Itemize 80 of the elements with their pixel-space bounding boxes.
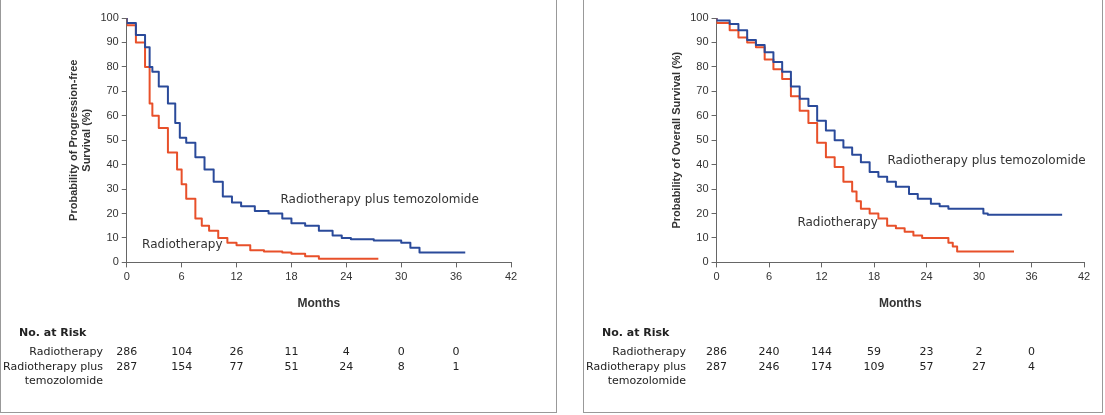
x-tick-label: 0 — [713, 270, 720, 283]
y-tick-label: 0 — [112, 255, 119, 268]
y-tick-label: 60 — [696, 108, 709, 121]
text: 0 — [452, 345, 460, 358]
y-tick-label: 80 — [106, 59, 119, 72]
x-tick-label: 12 — [815, 270, 828, 283]
y-tick-label: 100 — [690, 11, 709, 24]
y-tick-label: 40 — [696, 157, 709, 170]
text: 8 — [397, 360, 405, 373]
text: Radiotherapy plus temozolomide — [3, 360, 103, 388]
y-tick-label: 90 — [696, 35, 709, 48]
text: 77 — [229, 360, 244, 373]
y-tick-label: 50 — [696, 133, 709, 146]
text: 26 — [229, 345, 244, 358]
y-tick-label: 50 — [106, 133, 119, 146]
y-tick-label: 70 — [696, 84, 709, 97]
series-label: Radiotherapy plus temozolomide — [280, 192, 479, 207]
y-tick-label: 40 — [106, 157, 119, 170]
series-label: Radiotherapy plus temozolomide — [887, 153, 1086, 168]
y-tick-label: 30 — [696, 182, 709, 195]
text: 0 — [1028, 345, 1035, 358]
x-tick-label: 12 — [230, 270, 243, 283]
x-tick-label: 42 — [504, 270, 518, 283]
x-tick-label: 18 — [867, 270, 881, 283]
text: 286 — [116, 345, 138, 358]
y-tick-label: 60 — [106, 108, 119, 121]
text: 1 — [452, 360, 460, 373]
y-tick-label: 30 — [106, 182, 119, 195]
text: 2 — [975, 345, 983, 358]
text: 104 — [171, 345, 193, 358]
x-axis-title: Months — [878, 296, 922, 311]
text: 0 — [397, 345, 405, 358]
x-tick-label: 0 — [123, 270, 130, 283]
x-axis-title: Months — [297, 296, 341, 311]
text: 57 — [919, 360, 934, 373]
y-tick-label: 0 — [702, 255, 709, 268]
x-tick-label: 24 — [340, 270, 353, 283]
text: 286 — [706, 345, 728, 358]
y-tick-label: 10 — [696, 230, 709, 243]
text: No. at Risk — [602, 326, 670, 339]
text: No. at Risk — [19, 326, 87, 339]
text: Radiotherapy plus temozolomide — [586, 360, 686, 388]
text: 144 — [811, 345, 833, 358]
x-tick-label: 6 — [765, 270, 773, 283]
text: 174 — [811, 360, 833, 373]
y-tick-label: 10 — [106, 230, 119, 243]
text: 246 — [758, 360, 780, 373]
series-label: Radiotherapy — [142, 237, 223, 252]
x-tick-label: 30 — [972, 270, 986, 283]
y-tick-label: 20 — [106, 206, 119, 219]
text: 27 — [972, 360, 986, 373]
text: Radiotherapy — [611, 345, 686, 359]
y-axis-title: Probability of Overall Survival (%) — [669, 51, 682, 229]
text: 109 — [863, 360, 885, 373]
x-tick-label: 18 — [285, 270, 298, 283]
text: 4 — [1028, 360, 1035, 373]
y-tick-label: 100 — [100, 11, 119, 24]
y-tick-label: 70 — [106, 84, 119, 97]
x-tick-label: 6 — [178, 270, 185, 283]
text: 59 — [867, 345, 882, 358]
text: 11 — [284, 345, 299, 358]
y-tick-label: 90 — [106, 35, 119, 48]
text: 51 — [284, 360, 299, 373]
text: 287 — [116, 360, 138, 373]
y-tick-label: 20 — [696, 206, 709, 219]
text: Radiotherapy — [28, 345, 103, 359]
x-tick-label: 24 — [920, 270, 933, 283]
text: 287 — [706, 360, 728, 373]
text: 240 — [758, 345, 780, 358]
text: 24 — [339, 360, 354, 373]
x-tick-label: 36 — [449, 270, 463, 283]
series-label: Radiotherapy — [797, 215, 878, 230]
x-tick-label: 42 — [1077, 270, 1091, 283]
text: 4 — [342, 345, 350, 358]
x-tick-label: 30 — [395, 270, 408, 283]
text: 154 — [171, 360, 193, 373]
y-tick-label: 80 — [696, 59, 709, 72]
y-axis-title: Probability of Progression-free Survival (%) — [66, 59, 92, 221]
x-tick-label: 36 — [1025, 270, 1038, 283]
text: 23 — [919, 345, 934, 358]
